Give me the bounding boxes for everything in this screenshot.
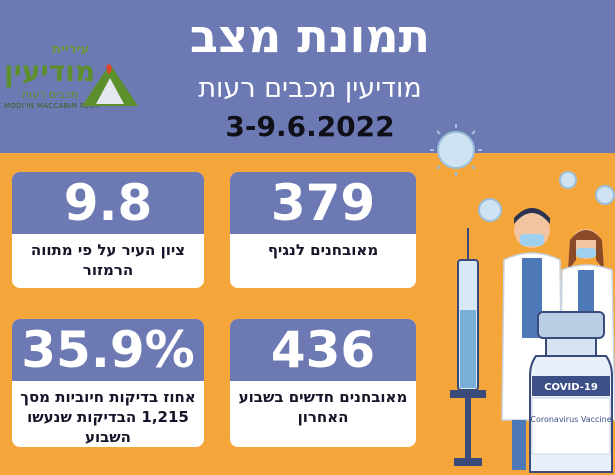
city-logo: עיריית מודיעין מכבים רעות MODI'IN MACCAB…: [2, 40, 152, 118]
logo-text-line4: MODI'IN MACCABIM REUT: [4, 102, 100, 110]
logo-text-line1: עיריית: [52, 42, 89, 57]
virus-icon: [559, 171, 577, 189]
logo-text-line3: מכבים רעות: [22, 88, 79, 101]
stat-label: מאובחנים חדשים בשבוע האחרון: [238, 388, 408, 426]
stat-value: 436: [270, 321, 376, 379]
date-range: 3-9.6.2022: [225, 110, 395, 143]
stat-card-positive-rate: 35.9% אחוז בדיקות חיוביות מסך 1,215 הבדי…: [12, 319, 204, 447]
logo-text-line2: מודיעין: [4, 55, 96, 88]
logo-emblem-icon: [82, 64, 138, 106]
page-subtitle: מודיעין מכבים רעות: [198, 73, 422, 104]
page-title: תמונת מצב: [189, 9, 431, 63]
virus-icon: [595, 185, 615, 205]
stat-number-band: [12, 319, 204, 381]
stat-number-band: [12, 172, 204, 234]
virus-icon: [478, 198, 502, 222]
stat-value: 35.9%: [21, 321, 195, 379]
vaccine-body-label: Coronavirus Vaccine: [530, 415, 611, 424]
stat-label: מאובחנים לנגיף: [267, 241, 379, 259]
stat-card-diagnosed: 379 מאובחנים לנגיף: [230, 172, 416, 288]
medical-illustration: COVID-19 Coronavirus Vaccine: [430, 124, 615, 473]
stat-card-city-score: 9.8 ציון העיר על פי מתווה הרמזור: [12, 172, 204, 288]
vaccine-bottle-icon: [529, 311, 613, 473]
syringe-icon: [450, 228, 486, 466]
vaccine-cap-label: COVID-19: [544, 382, 598, 393]
stat-label: ציון העיר על פי מתווה הרמזור: [30, 241, 186, 279]
stat-number-band: [230, 319, 416, 381]
virus-icon: [430, 124, 482, 176]
stat-value: 9.8: [63, 174, 153, 232]
stat-number-band: [230, 172, 416, 234]
stat-label: אחוז בדיקות חיוביות מסך 1,215 הבדיקות שנ…: [20, 388, 196, 446]
stat-value: 379: [270, 174, 376, 232]
stat-card-new-diagnosed: 436 מאובחנים חדשים בשבוע האחרון: [230, 319, 416, 447]
